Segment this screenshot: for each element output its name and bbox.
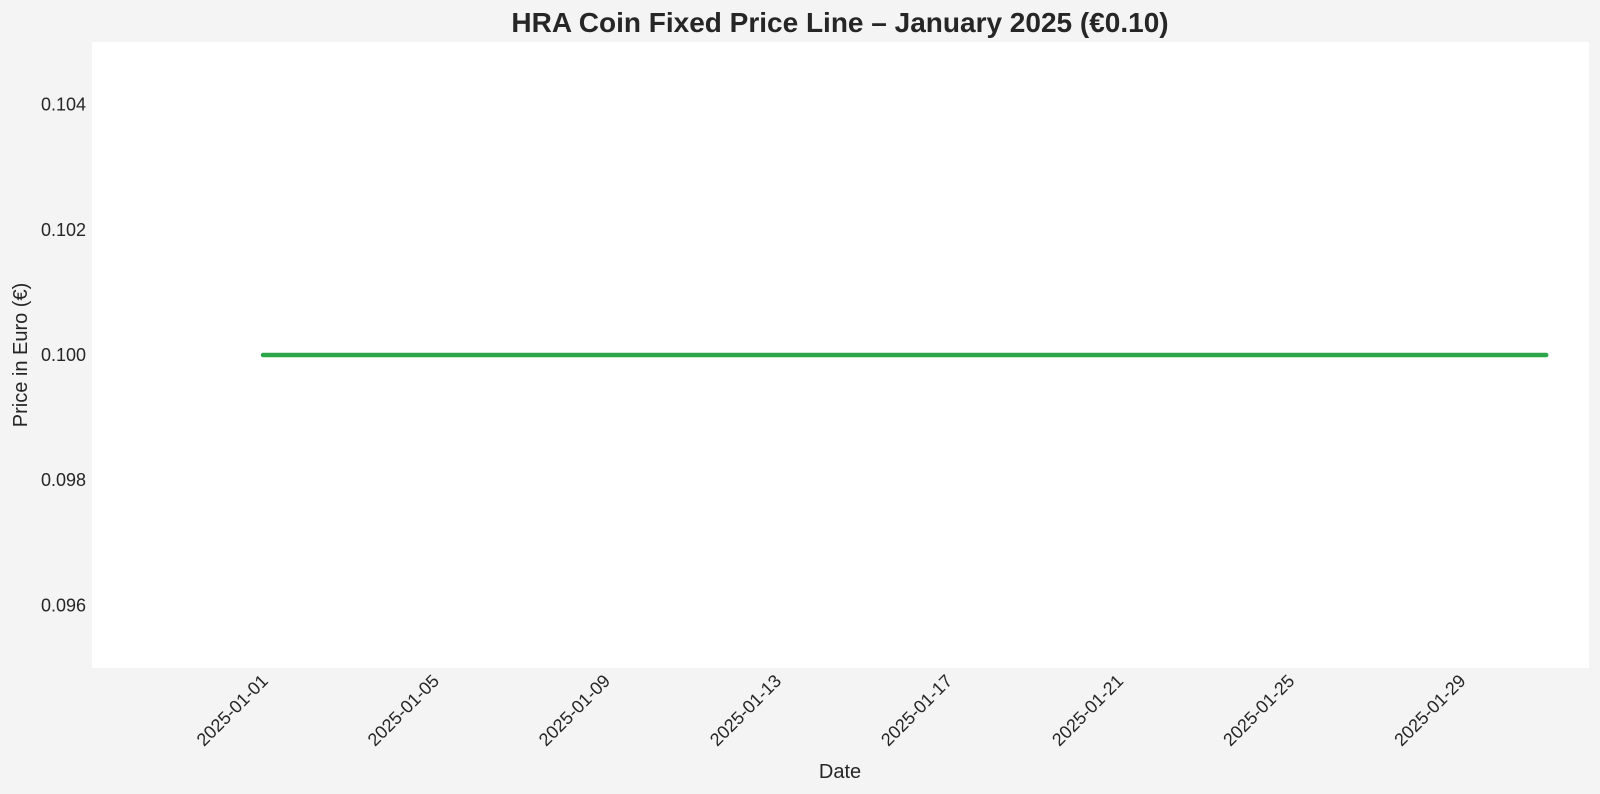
x-tick-label: 2025-01-01 (193, 671, 272, 750)
y-tick-label: 0.096 (41, 595, 86, 615)
x-tick-label: 2025-01-05 (364, 671, 443, 750)
chart-title: HRA Coin Fixed Price Line – January 2025… (511, 7, 1168, 38)
x-tick-label: 2025-01-21 (1048, 671, 1127, 750)
x-tick-label: 2025-01-25 (1219, 671, 1298, 750)
y-tick-label: 0.100 (41, 345, 86, 365)
x-tick-label: 2025-01-09 (535, 671, 614, 750)
y-tick-label: 0.098 (41, 470, 86, 490)
y-tick-label: 0.104 (41, 95, 86, 115)
x-tick-label: 2025-01-29 (1390, 671, 1469, 750)
y-tick-label: 0.102 (41, 220, 86, 240)
y-axis-ticks: 0.096 0.098 0.100 0.102 0.104 (41, 95, 86, 616)
x-axis-label: Date (819, 761, 861, 783)
y-axis-label: Price in Euro (€) (10, 283, 32, 428)
x-tick-label: 2025-01-17 (877, 671, 956, 750)
x-tick-label: 2025-01-13 (706, 671, 785, 750)
x-axis-ticks: 2025-01-01 2025-01-05 2025-01-09 2025-01-13… (193, 671, 1470, 750)
